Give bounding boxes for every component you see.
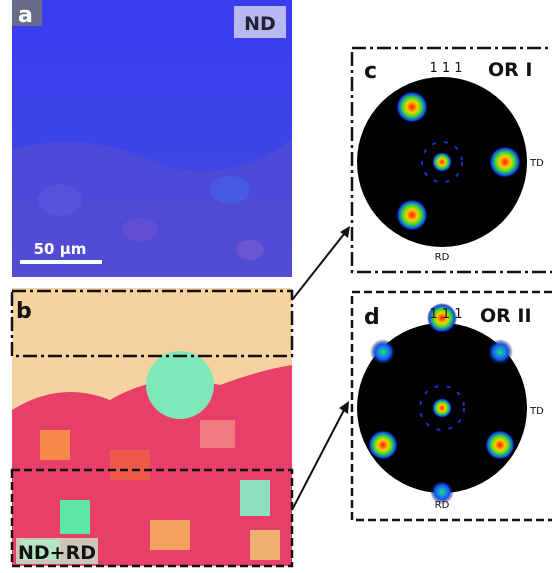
axis-label: TD: [529, 406, 544, 417]
arrow: [291, 409, 345, 511]
panel-label: a: [18, 3, 33, 28]
selection-box: [10, 468, 294, 568]
grain: [146, 351, 214, 419]
arrow: [291, 233, 345, 301]
tag-bg: [234, 6, 286, 38]
panel-label: b: [16, 299, 32, 324]
scale-label: 50 μm: [34, 240, 87, 258]
grain-texture: [20, 420, 280, 560]
tag-bg: [16, 538, 98, 564]
pole-spots: [396, 91, 521, 231]
panel-title: OR II: [480, 305, 532, 327]
panel-title: OR I: [488, 59, 532, 81]
selection-box: [10, 289, 294, 358]
panel-tag: ND+RD: [18, 542, 96, 564]
axis-label: RD: [435, 252, 450, 263]
label-bg: [12, 0, 42, 26]
pole-label: 1 1 1: [429, 307, 462, 322]
axis-label: RD: [435, 500, 450, 511]
pole-spots: [368, 303, 515, 504]
grain-texture: [12, 140, 292, 277]
arrow-head: [340, 226, 350, 238]
panel-frame: [350, 290, 552, 522]
panel-label: d: [364, 305, 380, 330]
panel-tag: ND: [244, 13, 276, 35]
pole-label: 1 1 1: [429, 61, 462, 76]
panel-label: c: [364, 59, 377, 84]
axis-label: TD: [529, 158, 544, 169]
panel-frame: [350, 46, 552, 274]
arrow-head: [339, 401, 349, 414]
